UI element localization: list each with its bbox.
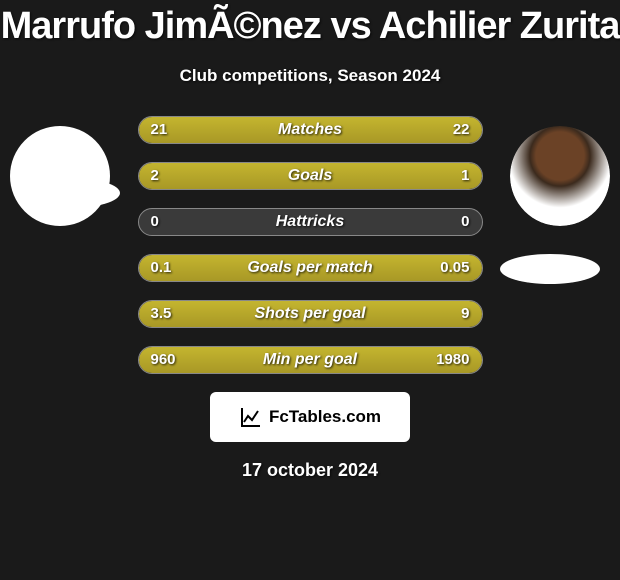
stat-value-left: 0	[151, 209, 159, 235]
stat-row: Matches21 22	[138, 116, 483, 144]
stat-label: Hattricks	[139, 209, 482, 235]
stat-value-right: 22	[453, 117, 470, 143]
stat-row: Shots per goal3.5 9	[138, 300, 483, 328]
stat-value-right: 9	[461, 301, 469, 327]
stat-value-left: 0.1	[151, 255, 172, 281]
player-left-avatar	[10, 126, 110, 226]
player-right-club-logo	[500, 254, 600, 284]
player-left-club-logo	[20, 178, 120, 208]
fctables-label: FcTables.com	[269, 407, 381, 427]
stat-label: Shots per goal	[139, 301, 482, 327]
stat-row: Goals per match0.1 0.05	[138, 254, 483, 282]
stat-row: Min per goal960 1980	[138, 346, 483, 374]
stat-row: Goals2 1	[138, 162, 483, 190]
stat-label: Goals	[139, 163, 482, 189]
stat-label: Min per goal	[139, 347, 482, 373]
date-label: 17 october 2024	[0, 460, 620, 481]
stat-value-right: 0.05	[440, 255, 469, 281]
stat-row: Hattricks0 0	[138, 208, 483, 236]
subtitle: Club competitions, Season 2024	[0, 66, 620, 86]
fctables-badge: FcTables.com	[210, 392, 410, 442]
stat-value-left: 2	[151, 163, 159, 189]
comparison-panel: Matches2122Goals21Hattricks00Goals per m…	[0, 116, 620, 481]
chart-icon	[239, 405, 263, 429]
stat-value-left: 960	[151, 347, 176, 373]
player-right-avatar	[510, 126, 610, 226]
stat-value-left: 3.5	[151, 301, 172, 327]
stat-value-right: 0	[461, 209, 469, 235]
page-title: Marrufo JimÃ©nez vs Achilier Zurita	[0, 0, 620, 48]
stat-value-right: 1	[461, 163, 469, 189]
stat-label: Matches	[139, 117, 482, 143]
stat-value-left: 21	[151, 117, 168, 143]
stat-value-right: 1980	[436, 347, 469, 373]
stat-label: Goals per match	[139, 255, 482, 281]
stat-bars: Matches2122Goals21Hattricks00Goals per m…	[138, 116, 483, 374]
